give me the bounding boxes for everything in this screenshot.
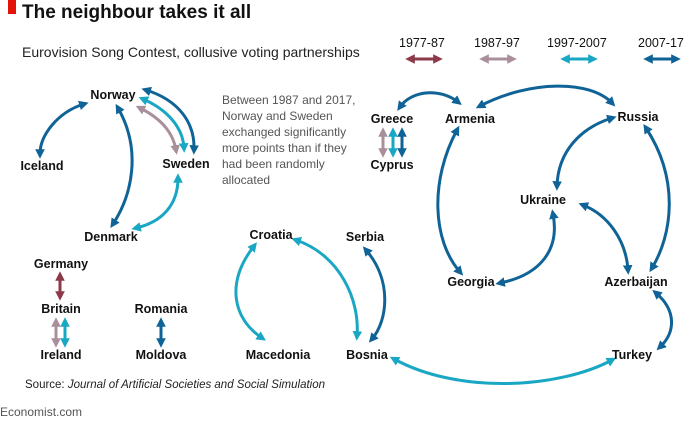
node-britain: Britain <box>41 302 81 316</box>
arrow-serbia-bosnia <box>362 246 387 343</box>
node-norway: Norway <box>90 88 136 102</box>
node-azerbaijan: Azerbaijan <box>604 275 668 289</box>
node-iceland: Iceland <box>20 159 64 173</box>
legend-label-1977-87: 1977-87 <box>399 36 445 50</box>
node-moldova: Moldova <box>135 348 187 362</box>
arrow-armenia-russia <box>475 84 616 109</box>
source-name: Journal of Artificial Societies and Soci… <box>67 379 326 391</box>
node-sweden: Sweden <box>162 157 210 171</box>
node-germany: Germany <box>33 257 89 271</box>
node-ukraine: Ukraine <box>520 193 566 207</box>
arrow-ukraine-azerbaijan <box>578 202 633 275</box>
arrow-norway-sweden-2007-17 <box>141 86 199 155</box>
arrow-norway-denmark <box>110 103 134 229</box>
node-greece: Greece <box>370 112 414 126</box>
arrow-bosnia-turkey <box>389 356 617 385</box>
legend-label-1987-97: 1987-97 <box>474 36 520 50</box>
arrow-norway-iceland <box>35 100 89 159</box>
arrow-armenia-georgia <box>436 125 464 276</box>
node-turkey: Turkey <box>611 348 653 362</box>
node-macedonia: Macedonia <box>245 348 311 362</box>
arrow-russia-azerbaijan <box>643 123 671 273</box>
source-prefix: Source: <box>25 379 68 391</box>
arrow-greece-armenia <box>397 91 462 111</box>
arrow-azerbaijan-turkey <box>652 289 673 351</box>
brand-red-tag <box>8 0 16 14</box>
arrow-croatia-bosnia <box>291 237 363 341</box>
legend-label-1997-2007: 1997-2007 <box>547 36 607 50</box>
arrow-russia-ukraine <box>552 114 617 191</box>
node-cyprus: Cyprus <box>370 158 414 172</box>
node-denmark: Denmark <box>84 230 138 244</box>
node-georgia: Georgia <box>447 275 495 289</box>
source-note: Source: Journal of Artificial Societies … <box>25 379 325 391</box>
node-russia: Russia <box>617 110 659 124</box>
brand-footer: Economist.com <box>0 405 83 419</box>
node-armenia: Armenia <box>444 112 496 126</box>
node-romania: Romania <box>134 302 188 316</box>
node-croatia: Croatia <box>249 228 293 242</box>
arrow-sweden-denmark <box>131 173 183 232</box>
annotation-note: Between 1987 and 2017, Norway and Sweden… <box>222 93 356 187</box>
node-serbia: Serbia <box>345 230 385 244</box>
node-bosnia: Bosnia <box>346 348 388 362</box>
chart-title: The neighbour takes it all <box>22 2 252 23</box>
arrow-croatia-macedonia <box>234 242 266 341</box>
chart-subtitle: Eurovision Song Contest, collusive votin… <box>22 44 360 60</box>
legend-label-2007-17: 2007-17 <box>638 36 684 50</box>
arrow-ukraine-georgia <box>495 209 559 287</box>
arrow-norway-sweden-1987-97 <box>135 105 180 155</box>
node-ireland: Ireland <box>40 348 82 362</box>
